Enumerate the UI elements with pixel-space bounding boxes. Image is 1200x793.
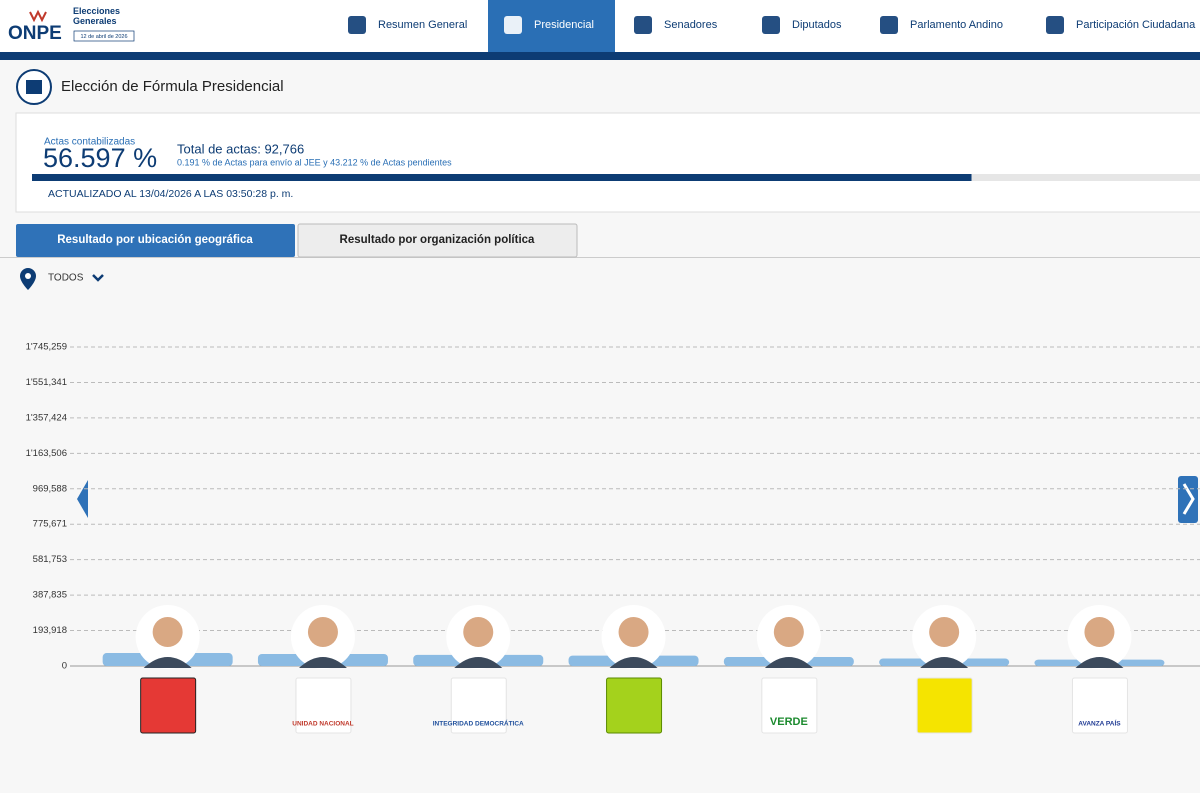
party-name: UNIDAD NACIONAL [292,721,353,728]
candidate-face [152,617,183,647]
candidate-face [307,617,338,647]
date: 12 de abril de 2026 [80,34,127,40]
y-tick-label: 0 [62,661,67,672]
tab-label[interactable]: Resultado por organización política [340,234,535,246]
summary-card [15,112,1200,213]
candidate-face [1084,617,1115,647]
tab-line [0,257,1200,258]
nav-icon [880,16,898,34]
nav-item[interactable]: Senadores [664,19,718,31]
party-logo [606,677,663,734]
party-name: INTEGRIDAD DEMOCRÁTICA [433,719,524,728]
candidate-body [454,657,503,668]
prev-arrow[interactable] [77,480,88,518]
nav-item[interactable]: Presidencial [534,19,594,31]
y-tick-label: 193,918 [33,625,67,636]
nav-item[interactable]: Diputados [792,19,842,31]
progress-fill [32,174,972,181]
page-title: Elección de Fórmula Presidencial [61,78,284,95]
tab-active[interactable] [16,224,295,257]
party-logo [295,677,352,734]
y-tick-label: 387,835 [33,590,67,601]
candidate-body [298,657,347,668]
y-tick-label: 775,671 [33,519,67,530]
candidate-face [929,617,960,647]
party-logo [450,677,507,734]
location-dot [25,273,31,279]
party-logo [916,677,973,734]
event: Elecciones Generales [73,6,121,26]
actas-percent: 56.597 % [43,143,157,173]
actas-note: 0.191 % de Actas para envío al JEE y 43.… [177,157,452,167]
filter-caret[interactable] [92,274,104,282]
y-tick-label: 1'357,424 [26,412,67,423]
logo-mark [29,9,47,23]
candidate-face [618,617,649,647]
y-tick-label: 581,753 [33,554,67,565]
nav-icon [348,16,366,34]
nav-icon [634,16,652,34]
y-tick-label: 1'745,259 [26,342,67,353]
nav-icon [504,16,522,34]
candidate-body [143,657,192,668]
updated: ACTUALIZADO AL 13/04/2026 A LAS 03:50:28… [48,188,293,200]
party-name: VERDE [770,716,808,728]
candidate-body [920,657,969,668]
event-box: Elecciones Generales [73,6,121,26]
y-tick-label: 1'551,341 [26,377,67,388]
nav-item[interactable]: Participación Ciudadana [1076,19,1196,31]
actas-total: Total de actas: 92,766 [177,141,304,156]
nav-item[interactable]: Parlamento Andino [910,19,1003,31]
header-stripe [0,52,1200,60]
candidate-body [764,657,813,668]
nav-icon [762,16,780,34]
y-tick-label: 1'163,506 [26,448,67,459]
candidate-face [463,617,494,647]
tab-label[interactable]: Resultado por ubicación geográfica [57,234,253,246]
party-logo [761,677,818,734]
party-logo [1071,677,1128,734]
actas-label: Actas contabilizadas [44,137,135,148]
title-emblem-shield [26,80,42,94]
date-box [73,30,135,42]
party-logo [140,677,197,734]
filter[interactable]: TODOS [48,273,84,284]
candidate-body [1075,657,1124,668]
next-arrow[interactable] [1178,476,1198,523]
y-tick-label: 969,588 [33,483,67,494]
candidate-body [609,657,658,668]
nav-item[interactable]: Resumen General [378,19,467,31]
nav-icon [1046,16,1064,34]
tab[interactable] [297,223,578,258]
candidate-face [773,617,804,647]
logo: ONPE [8,23,62,44]
party-name: AVANZA PAÍS [1078,719,1121,728]
